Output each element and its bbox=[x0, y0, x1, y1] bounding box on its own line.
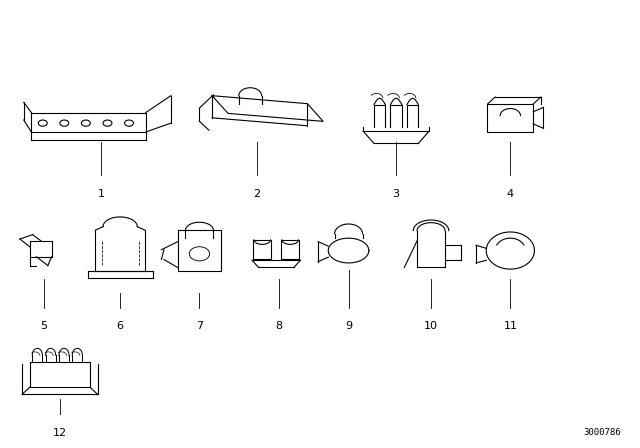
Text: 5: 5 bbox=[40, 321, 47, 332]
Text: 8: 8 bbox=[275, 321, 282, 332]
Text: 3000786: 3000786 bbox=[584, 428, 621, 437]
Text: 11: 11 bbox=[503, 321, 517, 332]
Text: 7: 7 bbox=[196, 321, 203, 332]
Text: 9: 9 bbox=[345, 321, 352, 332]
Text: 10: 10 bbox=[424, 321, 438, 332]
Text: 1: 1 bbox=[98, 189, 104, 198]
Text: 2: 2 bbox=[253, 189, 260, 198]
Bar bbox=[488, 104, 533, 132]
Text: 6: 6 bbox=[116, 321, 124, 332]
Text: 3: 3 bbox=[392, 189, 399, 198]
Text: 4: 4 bbox=[507, 189, 514, 198]
Text: 12: 12 bbox=[53, 427, 67, 438]
